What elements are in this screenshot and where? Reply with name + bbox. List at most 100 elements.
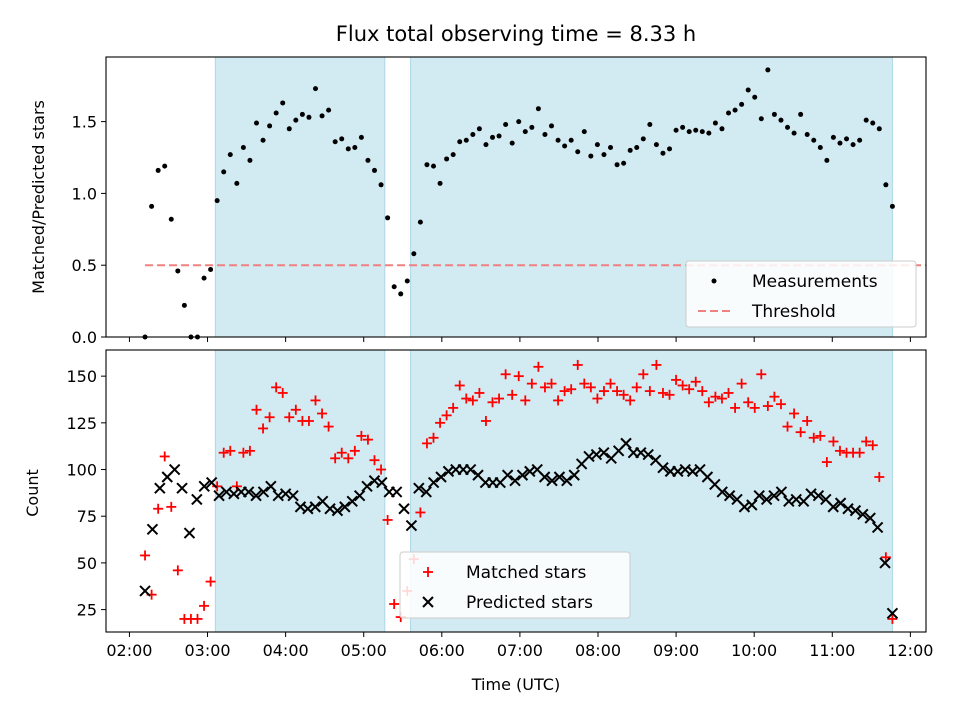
matched-star-point bbox=[880, 552, 891, 563]
measurement-point bbox=[162, 163, 168, 169]
measurement-point bbox=[857, 137, 863, 143]
y-tick-label: 25 bbox=[77, 601, 97, 620]
matched-star-point bbox=[369, 455, 380, 466]
predicted-star-point bbox=[834, 497, 847, 509]
matched-star-point bbox=[795, 427, 806, 438]
legend: Matched stars Predicted stars bbox=[399, 551, 631, 619]
predicted-star-point bbox=[435, 471, 447, 483]
predicted-star-point bbox=[390, 486, 403, 498]
predicted-star-point bbox=[812, 489, 825, 502]
axes-frame bbox=[105, 56, 927, 338]
x-tick-label: 04:00 bbox=[263, 641, 309, 660]
measurement-point bbox=[699, 129, 705, 135]
measurement-point bbox=[221, 169, 227, 175]
predicted-star-point bbox=[501, 469, 514, 481]
predicted-star-point bbox=[857, 508, 869, 521]
y-tick-label: 0.0 bbox=[72, 328, 97, 347]
predicted-star-point bbox=[886, 607, 899, 620]
measurement-point bbox=[778, 117, 784, 123]
matched-star-point bbox=[159, 451, 170, 462]
measurement-point bbox=[837, 140, 843, 146]
predicted-star-point bbox=[716, 486, 728, 498]
y-tick-label: 50 bbox=[77, 554, 97, 573]
predicted-star-point bbox=[339, 501, 351, 513]
measurement-point bbox=[830, 134, 836, 140]
bottom-panel: 25 50 75 100 125 150 02:00 03:00 04:00 05:00 06:00… bbox=[66, 349, 933, 660]
measurement-point bbox=[752, 94, 758, 100]
measurement-point bbox=[634, 144, 640, 150]
predicted-star-point bbox=[205, 476, 218, 489]
measurement-point bbox=[876, 126, 882, 132]
measurement-point bbox=[732, 107, 738, 113]
y-tick-label: 100 bbox=[66, 461, 97, 480]
matched-star-point bbox=[539, 382, 550, 393]
measurement-point bbox=[693, 127, 699, 133]
measurement-point bbox=[621, 160, 627, 166]
matched-star-point bbox=[277, 387, 288, 398]
matched-star-point bbox=[710, 391, 721, 402]
measurement-point bbox=[765, 67, 771, 73]
measurement-point bbox=[227, 152, 233, 158]
measurement-point bbox=[863, 117, 869, 123]
measurement-point bbox=[588, 153, 594, 159]
matched-star-point bbox=[651, 359, 662, 370]
x-tick-label: 02:00 bbox=[106, 641, 152, 660]
predicted-star-point bbox=[775, 486, 788, 498]
matched-star-point bbox=[343, 453, 354, 464]
matched-star-point bbox=[199, 600, 210, 611]
matched-star-point bbox=[264, 412, 275, 423]
matched-star-point bbox=[507, 389, 518, 400]
matched-star-point bbox=[323, 421, 334, 432]
matched-star-point bbox=[218, 447, 229, 458]
predicted-star-point bbox=[309, 501, 321, 513]
matched-star-point bbox=[546, 378, 557, 389]
matched-star-point bbox=[834, 445, 845, 456]
measurement-point bbox=[424, 162, 430, 168]
predicted-star-point bbox=[154, 482, 166, 494]
measurement-point bbox=[712, 120, 718, 126]
measurement-point bbox=[627, 147, 633, 153]
matched-star-point bbox=[428, 432, 439, 443]
measurement-point bbox=[673, 127, 679, 133]
predicted-star-point bbox=[287, 489, 299, 502]
matched-star-point bbox=[677, 380, 688, 391]
matched-star-point bbox=[166, 501, 177, 512]
x-tick-label: 08:00 bbox=[575, 641, 621, 660]
measurement-point bbox=[404, 278, 410, 284]
measurement-point bbox=[483, 142, 489, 148]
measurement-point bbox=[581, 129, 587, 135]
predicted-star-point bbox=[146, 523, 159, 535]
measurement-point bbox=[608, 144, 614, 150]
x-tick-label: 12:00 bbox=[887, 641, 933, 660]
measurement-point bbox=[339, 136, 345, 142]
matched-star-point bbox=[461, 393, 472, 404]
predicted-star-point bbox=[361, 480, 373, 493]
matched-star-point bbox=[684, 384, 695, 395]
measurement-point bbox=[463, 137, 469, 143]
measurement-point bbox=[667, 146, 673, 152]
measurement-point bbox=[883, 182, 889, 188]
legend-label: Matched stars bbox=[466, 563, 586, 583]
measurement-point bbox=[726, 110, 732, 116]
legend-label: Predicted stars bbox=[466, 593, 593, 613]
matched-star-point bbox=[585, 382, 596, 393]
y-tick-label: 75 bbox=[77, 507, 97, 526]
predicted-star-point bbox=[768, 489, 780, 502]
predicted-star-point bbox=[760, 493, 773, 506]
matched-star-point bbox=[448, 402, 459, 413]
matched-star-point bbox=[664, 389, 675, 400]
predicted-star-point bbox=[553, 471, 566, 483]
predicted-star-point bbox=[183, 527, 196, 539]
x-axis-label: Time (UTC) bbox=[471, 675, 560, 694]
measurement-point bbox=[437, 180, 443, 186]
predicted-star-point bbox=[198, 480, 210, 493]
predicted-star-point bbox=[191, 493, 203, 506]
measurement-point bbox=[352, 144, 358, 150]
top-panel: 0.0 0.5 1.0 1.5 Measurements Threshold bbox=[72, 56, 927, 347]
matched-star-point bbox=[310, 395, 321, 406]
measurement-point bbox=[319, 113, 325, 119]
matched-star-point bbox=[572, 359, 583, 370]
measurement-point bbox=[791, 130, 797, 136]
matched-star-point bbox=[789, 408, 800, 419]
x-tick-label: 03:00 bbox=[184, 641, 230, 660]
